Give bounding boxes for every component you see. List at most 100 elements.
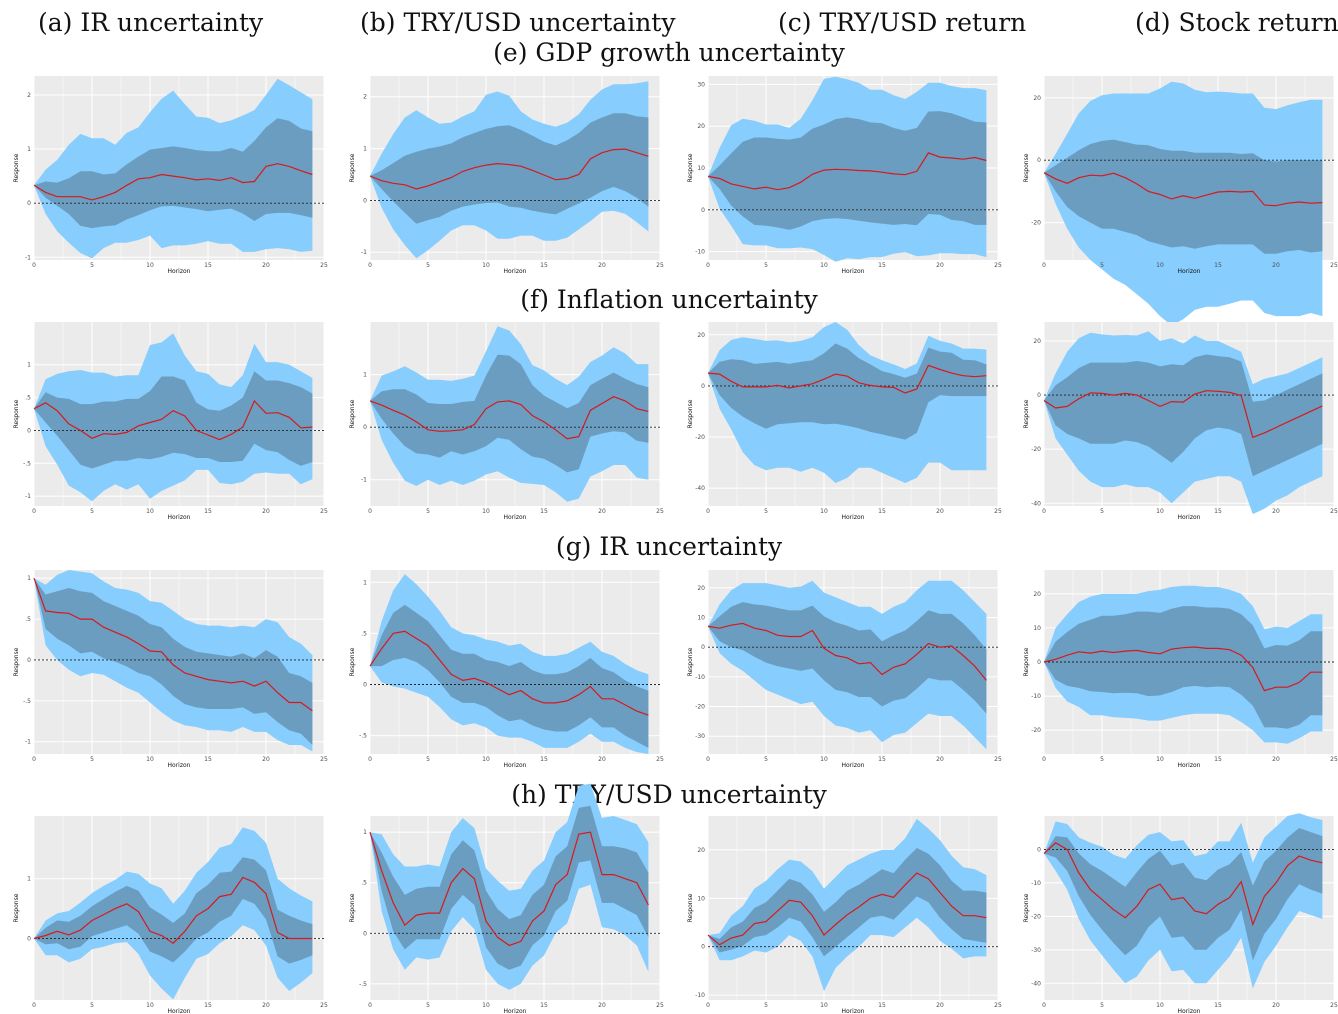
inner-confidence-band xyxy=(1044,606,1323,729)
y-tick-label: 20 xyxy=(697,585,705,592)
x-tick-label: 0 xyxy=(1042,756,1046,763)
x-tick-label: 5 xyxy=(426,508,430,515)
x-tick-label: 15 xyxy=(878,508,886,515)
x-axis-label: Horizon xyxy=(504,514,527,521)
y-tick-label: -10 xyxy=(695,992,705,999)
x-tick-label: 20 xyxy=(1272,262,1280,269)
x-axis-label: Horizon xyxy=(504,1008,527,1014)
x-axis-label: Horizon xyxy=(168,514,191,521)
y-tick-label: -10 xyxy=(1031,880,1041,887)
y-tick-label: 2 xyxy=(363,94,367,101)
y-tick-label: 0 xyxy=(1037,659,1041,666)
y-tick-label: -1 xyxy=(25,739,31,746)
x-tick-label: 20 xyxy=(598,1002,606,1009)
x-axis-label: Horizon xyxy=(1178,1008,1201,1014)
y-tick-label: 1 xyxy=(27,876,31,883)
response-line xyxy=(369,630,649,716)
x-tick-label: 0 xyxy=(1042,262,1046,269)
x-tick-label: 15 xyxy=(204,508,212,515)
panel-2-2: 0 5 10 15 20 25 -1 0 1 Horizon Response xyxy=(349,322,664,521)
inner-confidence-band xyxy=(370,805,649,970)
x-axis-label: Horizon xyxy=(1178,762,1201,769)
response-line xyxy=(707,152,987,191)
inner-confidence-band xyxy=(34,118,313,229)
x-tick-label: 20 xyxy=(1272,508,1280,515)
x-tick-label: 0 xyxy=(1042,508,1046,515)
x-tick-label: 0 xyxy=(32,262,36,269)
x-tick-label: 15 xyxy=(204,1002,212,1009)
x-tick-label: 10 xyxy=(146,508,154,515)
x-tick-label: 15 xyxy=(540,508,548,515)
y-tick-label: 1 xyxy=(363,372,367,379)
x-tick-label: 25 xyxy=(656,756,664,763)
x-tick-label: 5 xyxy=(426,756,430,763)
x-tick-label: 15 xyxy=(540,756,548,763)
x-tick-label: 5 xyxy=(90,1002,94,1009)
x-tick-label: 25 xyxy=(1330,262,1338,269)
y-tick-label: 10 xyxy=(697,614,705,621)
x-tick-label: 10 xyxy=(820,756,828,763)
inner-confidence-band xyxy=(34,371,313,469)
panel-3-3: 0 5 10 15 20 25 -30 -20 -10 0 10 20 Horizon Response xyxy=(687,570,1002,769)
y-tick-label: -30 xyxy=(1031,947,1041,954)
x-tick-label: 10 xyxy=(820,508,828,515)
x-tick-label: 5 xyxy=(764,508,768,515)
x-tick-label: 15 xyxy=(1214,508,1222,515)
x-tick-label: 20 xyxy=(936,756,944,763)
x-tick-label: 0 xyxy=(706,1002,710,1009)
panel-3-4: 0 5 10 15 20 25 -20 -10 0 10 20 Horizon Response xyxy=(1023,570,1338,769)
inner-confidence-band xyxy=(34,578,313,745)
response-line xyxy=(707,622,987,681)
inner-confidence-band xyxy=(370,604,649,748)
y-tick-label: 0 xyxy=(1037,157,1041,164)
y-tick-label: -.5 xyxy=(23,460,31,467)
y-tick-label: -40 xyxy=(695,485,705,492)
panel-3-1: 0 5 10 15 20 25 -1 -.5 0 .5 1 Horizon Response xyxy=(13,570,328,769)
response-line xyxy=(1043,842,1323,927)
y-tick-label: -20 xyxy=(1031,913,1041,920)
y-tick-label: -20 xyxy=(695,434,705,441)
y-tick-label: 20 xyxy=(1033,95,1041,102)
y-tick-label: 20 xyxy=(697,123,705,130)
x-tick-label: 15 xyxy=(878,262,886,269)
x-tick-label: 20 xyxy=(936,1002,944,1009)
x-axis-label: Horizon xyxy=(1178,514,1201,521)
response-line xyxy=(1043,646,1323,692)
inner-confidence-band xyxy=(708,111,987,230)
y-tick-label: 30 xyxy=(697,81,705,88)
x-tick-label: 25 xyxy=(320,508,328,515)
x-tick-label: 20 xyxy=(262,756,270,763)
x-tick-label: 0 xyxy=(32,508,36,515)
panel-2-4: 0 5 10 15 20 25 -40 -20 0 20 Horizon Response xyxy=(1023,322,1338,521)
x-axis-label: Horizon xyxy=(504,762,527,769)
y-tick-label: 10 xyxy=(697,895,705,902)
y-axis-label: Response xyxy=(13,399,20,428)
x-tick-label: 0 xyxy=(368,508,372,515)
response-line xyxy=(33,163,313,201)
y-tick-label: -20 xyxy=(1031,446,1041,453)
y-axis-label: Response xyxy=(1023,399,1030,428)
x-tick-label: 5 xyxy=(426,1002,430,1009)
y-tick-label: -30 xyxy=(695,733,705,740)
y-tick-label: 0 xyxy=(27,200,31,207)
response-line xyxy=(33,876,313,944)
y-tick-label: 20 xyxy=(697,847,705,854)
y-axis-label: Response xyxy=(13,647,20,676)
y-axis-label: Response xyxy=(687,893,694,922)
panel-3-2: 0 5 10 15 20 25 -.5 0 .5 1 Horizon Response xyxy=(349,570,664,769)
y-tick-label: -.5 xyxy=(23,698,31,705)
y-tick-label: -1 xyxy=(361,477,367,484)
x-tick-label: 0 xyxy=(706,262,710,269)
x-tick-label: 5 xyxy=(764,262,768,269)
inner-confidence-band xyxy=(708,848,987,957)
x-tick-label: 25 xyxy=(320,262,328,269)
x-tick-label: 15 xyxy=(878,756,886,763)
x-tick-label: 5 xyxy=(90,756,94,763)
x-tick-label: 20 xyxy=(262,262,270,269)
y-tick-label: 0 xyxy=(1037,846,1041,853)
x-axis-label: Horizon xyxy=(168,1008,191,1014)
x-tick-label: 20 xyxy=(262,1002,270,1009)
y-tick-label: 0 xyxy=(701,644,705,651)
y-tick-label: -40 xyxy=(1031,980,1041,987)
